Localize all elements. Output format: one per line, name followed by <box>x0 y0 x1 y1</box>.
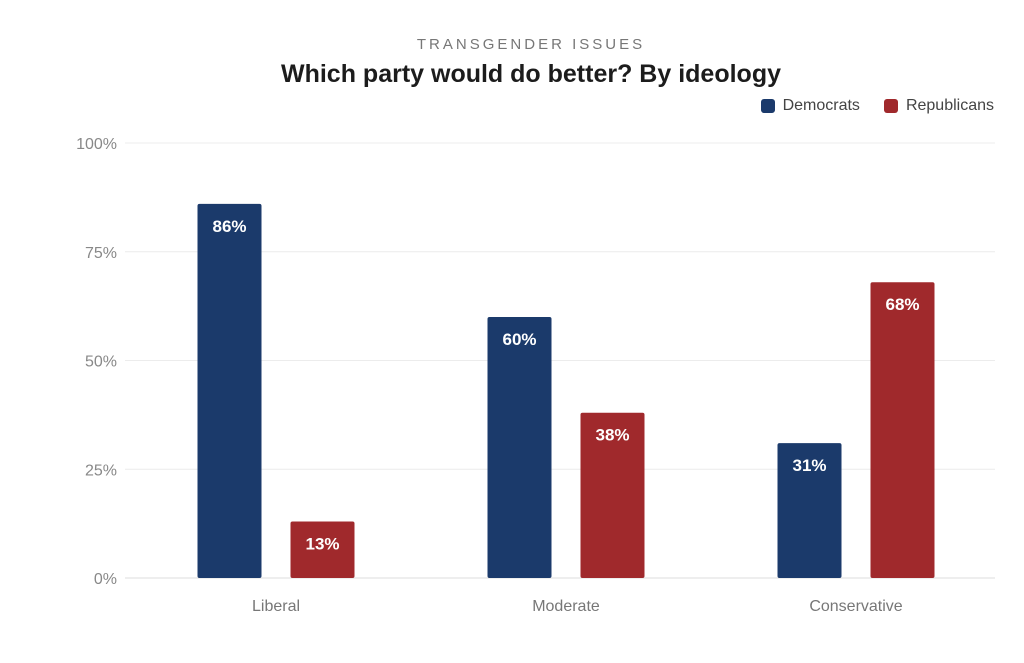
legend-label-democrats: Democrats <box>782 97 860 114</box>
chart-subtitle: TRANSGENDER ISSUES <box>416 36 646 53</box>
chart-title: Which party would do better? By ideology <box>280 60 781 88</box>
bar-republicans-conservative <box>870 282 935 578</box>
data-label: 86% <box>212 217 246 236</box>
legend-swatch-republicans <box>883 99 898 113</box>
data-label: 60% <box>502 330 536 349</box>
legend-label-republicans: Republicans <box>905 97 994 114</box>
x-category-label: Moderate <box>532 598 600 615</box>
y-tick-label: 50% <box>85 354 117 371</box>
bar-democrats-moderate <box>487 317 552 578</box>
legend: Democrats Republicans <box>760 97 994 115</box>
bar-democrats-conservative <box>777 443 842 578</box>
legend-item-democrats[interactable]: Democrats <box>760 97 860 115</box>
x-category-label: Conservative <box>809 598 902 615</box>
data-label: 68% <box>885 295 919 314</box>
bar-democrats-liberal <box>197 203 262 578</box>
legend-swatch-democrats <box>760 99 775 113</box>
y-tick-label: 100% <box>76 136 117 153</box>
x-category-label: Liberal <box>252 598 300 615</box>
y-tick-label: 75% <box>85 245 117 262</box>
y-tick-label: 25% <box>85 462 117 479</box>
bar-republicans-moderate <box>580 412 645 578</box>
data-label: 13% <box>305 534 339 553</box>
data-label: 38% <box>595 426 629 445</box>
y-tick-label: 0% <box>94 571 117 588</box>
legend-item-republicans[interactable]: Republicans <box>883 97 994 115</box>
data-label: 31% <box>792 456 826 475</box>
bar-republicans-liberal <box>290 521 355 578</box>
